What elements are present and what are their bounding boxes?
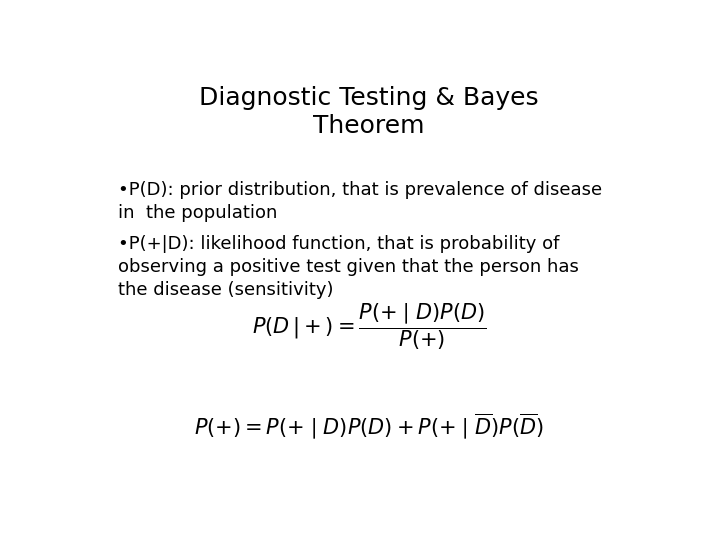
Text: $P(D\,|+) = \dfrac{P(+\mid D)P(D)}{P(+)}$: $P(D\,|+) = \dfrac{P(+\mid D)P(D)}{P(+)}… <box>252 301 486 352</box>
Text: •P(+|D): likelihood function, that is probability of
observing a positive test g: •P(+|D): likelihood function, that is pr… <box>118 235 579 299</box>
Text: $P(+) = P(+\mid D)P(D) + P(+\mid \overline{D})P(\overline{D})$: $P(+) = P(+\mid D)P(D) + P(+\mid \overli… <box>194 412 544 441</box>
Text: Diagnostic Testing & Bayes
Theorem: Diagnostic Testing & Bayes Theorem <box>199 85 539 138</box>
Text: •P(D): prior distribution, that is prevalence of disease
in  the population: •P(D): prior distribution, that is preva… <box>118 181 602 222</box>
